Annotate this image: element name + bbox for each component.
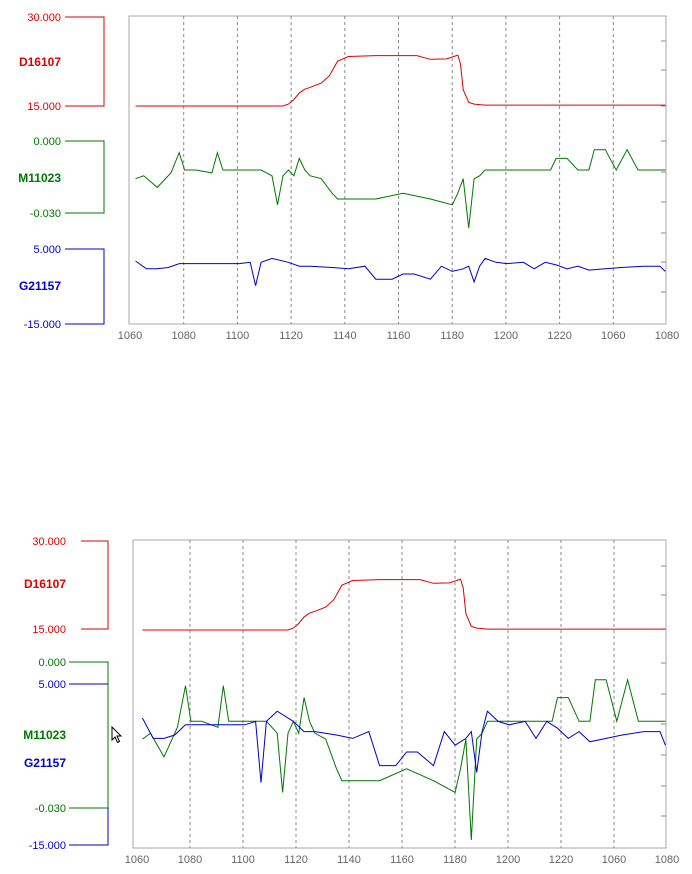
bottom-gridlines — [189, 540, 615, 848]
x-tick-label: 1080 — [655, 854, 679, 866]
x-tick-label: 1160 — [390, 854, 414, 866]
bottom-g21157-max: 5.000 — [38, 679, 66, 691]
x-tick-label: 1200 — [494, 330, 518, 342]
bottom-x-tick-labels: 1060 1080 1100 1120 1140 1160 1180 1200 1220 1060… — [125, 854, 679, 866]
top-g21157-axis-bracket — [65, 248, 105, 325]
bottom-m11023-min: -0.030 — [35, 803, 66, 815]
bottom-d16107-min: 15.000 — [32, 624, 66, 636]
bottom-g21157-min: -15.000 — [29, 840, 66, 852]
top-d16107-max: 30.000 — [27, 12, 61, 24]
series-line-d16107 — [135, 54, 666, 107]
top-d16107-min: 15.000 — [27, 101, 61, 113]
top-g21157-max: 5.000 — [33, 244, 61, 256]
top-x-tick-labels: 1060 1080 1100 1120 1140 1160 1180 1200 1220 1060… — [118, 330, 679, 342]
bottom-m11023-axis-bracket — [69, 661, 109, 809]
series-line-d16107 — [142, 578, 666, 631]
x-tick-label: 1060 — [125, 854, 149, 866]
bottom-panel: 1060 1080 1100 1120 1140 1160 1180 1200 1220 1060… — [23, 536, 679, 866]
top-m11023-axis-bracket — [65, 140, 105, 214]
bottom-plot-frame — [132, 539, 667, 849]
x-tick-label: 1060 — [602, 854, 626, 866]
x-tick-label: 1120 — [279, 330, 303, 342]
bottom-series-lines — [141, 578, 666, 841]
top-g21157-min: -15.000 — [24, 319, 61, 331]
top-y-ticks — [661, 40, 666, 293]
x-tick-label: 1080 — [655, 330, 679, 342]
x-tick-label: 1140 — [333, 330, 357, 342]
bottom-m11023-max: 0.000 — [38, 657, 66, 669]
top-plot-frame — [128, 15, 667, 325]
top-g21157-name: G21157 — [19, 279, 61, 293]
series-line-g21157 — [135, 257, 666, 286]
bottom-d16107-max: 30.000 — [32, 536, 66, 548]
bottom-d16107-name: D16107 — [24, 577, 66, 591]
series-line-g21157 — [141, 710, 666, 783]
bottom-g21157-axis-bracket — [69, 683, 109, 846]
top-m11023-name: M11023 — [18, 171, 61, 185]
x-tick-label: 1140 — [337, 854, 361, 866]
x-tick-label: 1200 — [496, 854, 520, 866]
bottom-m11023-name: M11023 — [23, 728, 66, 742]
x-tick-label: 1080 — [171, 330, 195, 342]
top-d16107-name: D16107 — [19, 55, 61, 69]
top-m11023-min: -0.030 — [30, 208, 61, 220]
x-tick-label: 1100 — [231, 854, 255, 866]
mouse-pointer-icon — [111, 726, 123, 744]
x-tick-label: 1100 — [226, 330, 250, 342]
series-line-m11023 — [142, 677, 666, 841]
x-tick-label: 1220 — [549, 854, 573, 866]
x-tick-label: 1220 — [547, 330, 571, 342]
bottom-d16107-axis-bracket — [81, 540, 109, 630]
x-tick-label: 1180 — [440, 330, 464, 342]
x-tick-label: 1060 — [601, 330, 625, 342]
top-m11023-max: 0.000 — [33, 136, 61, 148]
x-tick-label: 1180 — [443, 854, 467, 866]
top-series-lines — [135, 54, 666, 286]
x-tick-label: 1120 — [284, 854, 308, 866]
top-panel: 1060 1080 1100 1120 1140 1160 1180 1200 1220 1060… — [18, 12, 679, 342]
series-line-m11023 — [135, 148, 666, 229]
bottom-y-ticks — [661, 565, 666, 817]
top-d16107-axis-bracket — [65, 16, 105, 107]
x-tick-label: 1060 — [118, 330, 142, 342]
bottom-g21157-name: G21157 — [24, 756, 66, 770]
x-tick-label: 1160 — [387, 330, 411, 342]
x-tick-label: 1080 — [178, 854, 202, 866]
